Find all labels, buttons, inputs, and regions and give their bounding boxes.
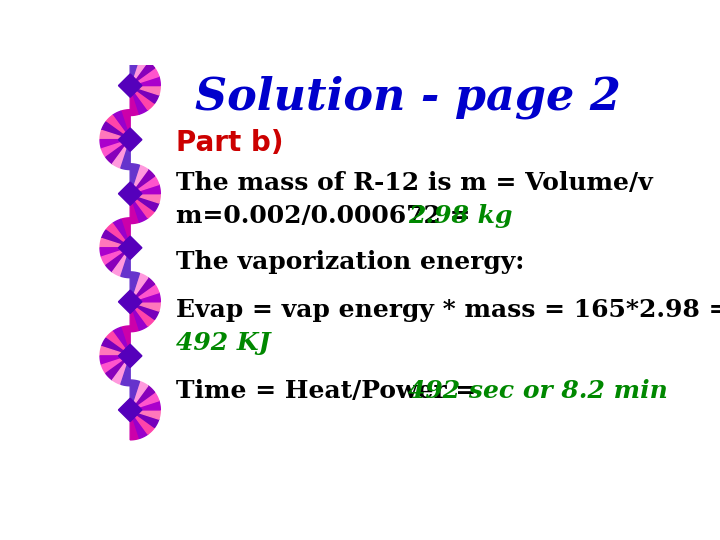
Polygon shape [100, 356, 130, 365]
Polygon shape [130, 164, 140, 194]
Polygon shape [130, 62, 155, 85]
Polygon shape [106, 356, 130, 380]
Polygon shape [100, 239, 130, 248]
Text: The mass of R-12 is m = Volume/v: The mass of R-12 is m = Volume/v [176, 171, 653, 195]
Polygon shape [130, 393, 159, 410]
Polygon shape [130, 410, 159, 428]
Polygon shape [130, 381, 148, 410]
Polygon shape [102, 140, 130, 157]
Polygon shape [100, 248, 130, 257]
Polygon shape [119, 182, 142, 205]
Polygon shape [119, 399, 142, 422]
Polygon shape [130, 57, 148, 85]
Polygon shape [130, 302, 148, 330]
Polygon shape [112, 356, 130, 384]
Polygon shape [130, 410, 155, 434]
Polygon shape [121, 248, 130, 278]
Text: Part b): Part b) [176, 129, 284, 157]
Text: 492 KJ: 492 KJ [176, 331, 271, 355]
Polygon shape [130, 194, 161, 203]
Polygon shape [130, 170, 155, 194]
Polygon shape [130, 380, 140, 410]
Text: Evap = vap energy * mass = 165*2.98 =: Evap = vap energy * mass = 165*2.98 = [176, 298, 720, 322]
Polygon shape [112, 219, 130, 248]
Polygon shape [130, 85, 159, 103]
Polygon shape [130, 85, 155, 110]
Polygon shape [130, 68, 159, 85]
Polygon shape [121, 140, 130, 170]
Polygon shape [130, 273, 148, 302]
Polygon shape [130, 85, 140, 116]
Text: The vaporization energy:: The vaporization energy: [176, 250, 525, 274]
Text: Solution - page 2: Solution - page 2 [195, 75, 621, 119]
Polygon shape [130, 194, 159, 211]
Polygon shape [130, 410, 161, 419]
Polygon shape [130, 85, 161, 95]
Text: 2.98 kg: 2.98 kg [408, 204, 513, 228]
Polygon shape [130, 386, 155, 410]
Polygon shape [100, 347, 130, 356]
Polygon shape [121, 110, 130, 140]
Polygon shape [100, 130, 130, 140]
Polygon shape [112, 327, 130, 356]
Polygon shape [119, 344, 142, 368]
Polygon shape [130, 165, 148, 194]
Text: m=0.002/0.000672 =: m=0.002/0.000672 = [176, 204, 480, 228]
Polygon shape [119, 236, 142, 259]
Polygon shape [112, 111, 130, 140]
Polygon shape [119, 128, 142, 151]
Polygon shape [119, 74, 142, 97]
Polygon shape [130, 85, 148, 114]
Polygon shape [106, 140, 130, 164]
Polygon shape [130, 401, 161, 410]
Polygon shape [121, 326, 130, 356]
Polygon shape [100, 140, 130, 149]
Polygon shape [106, 332, 130, 356]
Text: Time = Heat/Power =: Time = Heat/Power = [176, 379, 485, 403]
Polygon shape [130, 194, 148, 222]
Polygon shape [119, 290, 142, 313]
Polygon shape [130, 302, 155, 326]
Polygon shape [130, 302, 159, 319]
Polygon shape [130, 56, 140, 85]
Polygon shape [130, 272, 140, 302]
Polygon shape [130, 194, 140, 224]
Polygon shape [112, 248, 130, 276]
Polygon shape [112, 140, 130, 168]
Polygon shape [130, 410, 148, 438]
Polygon shape [130, 302, 140, 332]
Polygon shape [130, 194, 155, 218]
Polygon shape [102, 248, 130, 265]
Polygon shape [130, 302, 161, 311]
Polygon shape [106, 248, 130, 272]
Polygon shape [130, 284, 159, 302]
Polygon shape [102, 338, 130, 356]
Polygon shape [130, 76, 161, 85]
Polygon shape [121, 218, 130, 248]
Polygon shape [102, 122, 130, 140]
Polygon shape [130, 185, 161, 194]
Polygon shape [130, 410, 140, 440]
Polygon shape [130, 293, 161, 302]
Polygon shape [130, 176, 159, 194]
Polygon shape [130, 278, 155, 302]
Polygon shape [121, 356, 130, 386]
Polygon shape [102, 356, 130, 374]
Polygon shape [102, 230, 130, 248]
Polygon shape [106, 224, 130, 248]
Text: 492 sec or 8.2 min: 492 sec or 8.2 min [408, 379, 668, 403]
Polygon shape [106, 116, 130, 140]
